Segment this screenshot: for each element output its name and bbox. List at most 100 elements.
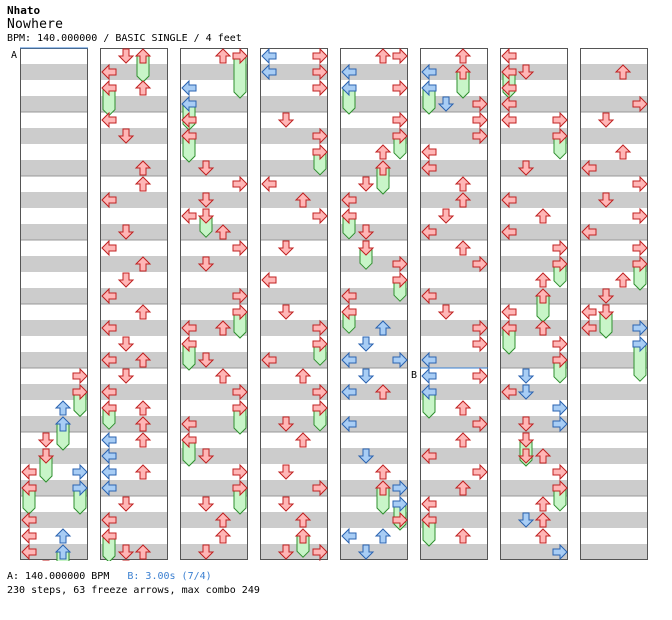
beat-stripe xyxy=(180,512,248,528)
beat-stripe xyxy=(260,224,328,240)
down-arrow xyxy=(597,304,615,320)
down-arrow xyxy=(277,464,295,480)
up-arrow xyxy=(534,272,552,288)
right-arrow xyxy=(312,319,328,337)
up-arrow xyxy=(454,528,472,544)
up-arrow xyxy=(534,512,552,528)
beat-stripe xyxy=(180,256,248,272)
left-arrow xyxy=(181,335,197,353)
beat-stripe xyxy=(260,512,328,528)
beat-stripe xyxy=(340,320,408,336)
up-arrow xyxy=(134,176,152,192)
beat-stripe xyxy=(20,160,88,176)
right-arrow xyxy=(392,351,408,369)
column-border xyxy=(340,48,408,560)
speed-change-marker: B xyxy=(411,370,417,381)
beat-stripe xyxy=(580,224,648,240)
left-arrow xyxy=(261,175,277,193)
down-arrow xyxy=(117,48,135,64)
right-arrow xyxy=(552,479,568,497)
beat-stripe xyxy=(260,96,328,112)
beat-stripe xyxy=(340,256,408,272)
right-arrow xyxy=(392,47,408,65)
chart-column xyxy=(420,48,488,560)
left-arrow xyxy=(421,447,437,465)
left-arrow xyxy=(341,79,357,97)
right-arrow xyxy=(392,79,408,97)
left-arrow xyxy=(101,511,117,529)
right-arrow xyxy=(312,335,328,353)
right-arrow xyxy=(392,479,408,497)
right-arrow xyxy=(472,127,488,145)
right-arrow xyxy=(632,95,648,113)
column-border xyxy=(580,48,648,560)
left-arrow xyxy=(501,63,517,81)
up-arrow xyxy=(134,432,152,448)
up-arrow xyxy=(134,304,152,320)
right-arrow xyxy=(72,383,88,401)
beat-stripe xyxy=(340,160,408,176)
up-arrow xyxy=(134,464,152,480)
down-arrow xyxy=(357,448,375,464)
up-arrow xyxy=(214,48,232,64)
right-arrow xyxy=(232,383,248,401)
left-arrow xyxy=(421,511,437,529)
beat-stripe xyxy=(20,256,88,272)
bpm-a-label: A: 140.000000 BPM xyxy=(7,571,110,582)
beat-stripe xyxy=(180,128,248,144)
up-arrow xyxy=(214,512,232,528)
beat-stripe xyxy=(580,96,648,112)
right-arrow xyxy=(472,463,488,481)
beat-stripe xyxy=(580,480,648,496)
down-arrow xyxy=(117,544,135,560)
left-arrow xyxy=(181,95,197,113)
down-arrow xyxy=(517,384,535,400)
left-arrow xyxy=(101,527,117,545)
beat-stripe xyxy=(500,192,568,208)
beat-stripe xyxy=(260,128,328,144)
beat-stripe xyxy=(580,64,648,80)
beat-stripe xyxy=(420,288,488,304)
right-arrow xyxy=(552,351,568,369)
beat-stripe xyxy=(500,416,568,432)
left-arrow xyxy=(421,159,437,177)
right-arrow xyxy=(472,367,488,385)
beat-stripe xyxy=(420,384,488,400)
right-arrow xyxy=(472,415,488,433)
right-arrow xyxy=(472,111,488,129)
bpm-line: A: 140.000000 BPM B: 3.00s (7/4) xyxy=(7,570,260,584)
beat-stripe xyxy=(340,544,408,560)
beat-stripe xyxy=(20,544,88,560)
beat-stripe xyxy=(100,160,168,176)
left-arrow xyxy=(421,351,437,369)
beat-stripe xyxy=(340,224,408,240)
left-arrow xyxy=(501,319,517,337)
up-arrow xyxy=(294,432,312,448)
beat-stripe xyxy=(260,448,328,464)
left-arrow xyxy=(181,207,197,225)
beat-stripe xyxy=(420,64,488,80)
right-arrow xyxy=(632,207,648,225)
up-arrow xyxy=(134,544,152,560)
up-arrow xyxy=(134,48,152,64)
beat-stripe xyxy=(420,192,488,208)
left-arrow xyxy=(421,287,437,305)
beat-stripe xyxy=(100,544,168,560)
beat-stripe xyxy=(100,416,168,432)
beat-stripe xyxy=(180,544,248,560)
down-arrow xyxy=(117,272,135,288)
up-arrow xyxy=(614,144,632,160)
up-arrow xyxy=(454,192,472,208)
down-arrow xyxy=(197,192,215,208)
up-arrow xyxy=(374,464,392,480)
left-arrow xyxy=(101,319,117,337)
step-stats: 230 steps, 63 freeze arrows, max combo 2… xyxy=(7,585,260,596)
left-arrow xyxy=(261,63,277,81)
column-border xyxy=(260,48,328,560)
beat-stripe xyxy=(500,352,568,368)
beat-stripe xyxy=(500,320,568,336)
left-arrow xyxy=(421,63,437,81)
up-arrow xyxy=(374,48,392,64)
beat-stripe xyxy=(500,544,568,560)
up-arrow xyxy=(374,528,392,544)
